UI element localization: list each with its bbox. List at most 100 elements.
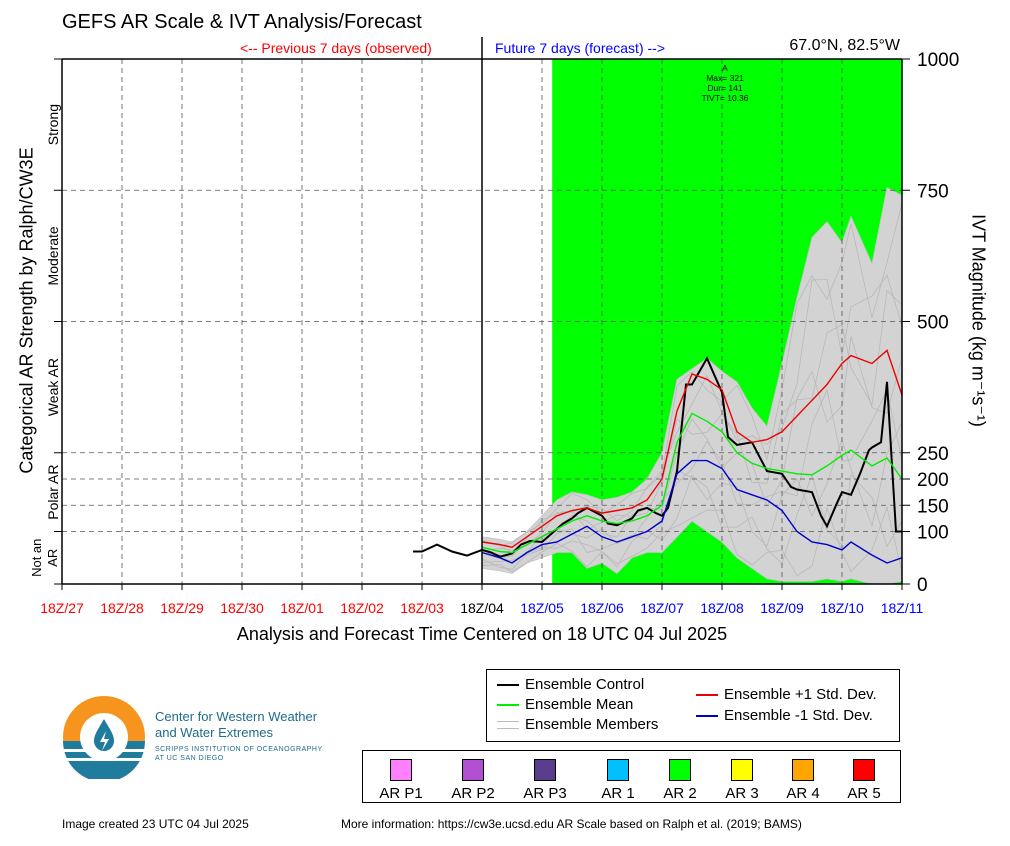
ar-scale-item: AR 2 (650, 759, 710, 802)
ar-swatch (607, 759, 629, 781)
y-tick-label: 0 (917, 575, 928, 596)
x-tick-label: 18Z/02 (340, 600, 384, 616)
legend-mean: Ensemble Mean (497, 696, 633, 713)
ar-annotation-line: A (722, 63, 728, 73)
ar-label: AR P2 (451, 785, 495, 802)
x-tick-label: 18Z/07 (640, 600, 684, 616)
y-tick-label: 750 (917, 181, 949, 202)
ar-scale-item: AR P2 (443, 759, 503, 802)
x-tick-label: 18Z/09 (760, 600, 804, 616)
ar-label: AR 5 (847, 785, 881, 802)
ar-swatch (731, 759, 753, 781)
org-name-line-2: and Water Extremes (155, 725, 274, 740)
y-tick-label: 1000 (917, 50, 959, 71)
ar-swatch (669, 759, 691, 781)
series-ensemble-mean (481, 412, 903, 554)
ar-annotation-line: Max= 321 (706, 73, 744, 83)
series-legend: Ensemble Control Ensemble Mean Ensemble … (486, 669, 900, 742)
ar-scale-item: AR P3 (515, 759, 575, 802)
x-tick-label: 18Z/27 (40, 600, 84, 616)
ar-scale-item: AR 5 (834, 759, 894, 802)
ar-annotation-line: TIVT= 10.36 (701, 93, 748, 103)
grid-layer (62, 59, 902, 584)
ar-swatch (853, 759, 875, 781)
cw3e-logo (63, 696, 145, 779)
member-line (481, 473, 903, 570)
legend-plus-std-label: Ensemble +1 Std. Dev. (724, 686, 877, 703)
x-tick-label: 18Z/11 (881, 600, 924, 616)
legend-control-label: Ensemble Control (525, 676, 645, 693)
category-label: Weak AR (45, 358, 61, 416)
ar-scale-legend: AR P1 AR P2 AR P3 AR 1 AR 2 AR 3 AR 4 AR… (362, 750, 901, 803)
ar-label: AR 3 (725, 785, 759, 802)
ivt-chart: 18Z/27 18Z/28 18Z/29 18Z/30 18Z/01 18Z/02 18Z/… (29, 37, 959, 616)
y-axis-left-title: Categorical AR Strength by Ralph/CW3E (16, 147, 37, 474)
legend-members: Ensemble Members (497, 716, 658, 733)
ar-swatch (462, 759, 484, 781)
member-line (481, 506, 903, 577)
ar-swatch (534, 759, 556, 781)
x-tick-label: 18Z/28 (100, 600, 144, 616)
series-ensemble-1-std-dev (481, 349, 903, 549)
member-line (481, 422, 903, 563)
y-tick-label: 250 (917, 444, 949, 465)
future-days-label: Future 7 days (forecast) --> (495, 40, 666, 56)
ar-scale-item: AR 3 (712, 759, 772, 802)
legend-minus-std: Ensemble -1 Std. Dev. (696, 707, 873, 724)
member-line (481, 520, 903, 585)
series-ensemble-1-std-dev (481, 459, 903, 564)
axes-layer: 18Z/27 18Z/28 18Z/29 18Z/30 18Z/01 18Z/02 18Z/… (29, 37, 959, 616)
category-label: Moderate (45, 226, 61, 285)
category-label: AR (45, 549, 60, 567)
ar-scale-item: AR 1 (588, 759, 648, 802)
legend-plus-std-swatch (696, 693, 718, 696)
ar-label: AR P3 (523, 785, 567, 802)
y-axis-right-title: IVT Magnitude (kg m⁻¹s⁻¹) (968, 214, 989, 427)
x-axis-title: Analysis and Forecast Time Centered on 1… (236, 624, 728, 644)
chart-title: GEFS AR Scale & IVT Analysis/Forecast (62, 11, 422, 33)
category-label: Not an (29, 539, 44, 577)
legend-control-swatch (497, 683, 519, 686)
org-name: Center for Western Weather and Water Ext… (155, 709, 317, 741)
legend-mean-swatch (497, 703, 519, 706)
member-line (481, 274, 903, 554)
x-tick-label: 18Z/05 (520, 600, 564, 616)
category-label: Polar AR (45, 465, 61, 520)
legend-control: Ensemble Control (497, 676, 644, 693)
org-subtitle-line-1: SCRIPPS INSTITUTION OF OCEANOGRAPHY (155, 746, 323, 753)
org-subtitle-line-2: AT UC SAN DIEGO (155, 755, 224, 762)
legend-mean-label: Ensemble Mean (525, 696, 634, 713)
y-tick-label: 100 (917, 523, 949, 544)
ar-label: AR 1 (601, 785, 635, 802)
members-band-layer (482, 187, 902, 584)
ar-label: AR 2 (663, 785, 697, 802)
lightning-icon (100, 731, 109, 751)
y-tick-label: 150 (917, 496, 949, 517)
x-tick-label: 18Z/08 (700, 600, 744, 616)
series-layer (413, 349, 903, 564)
members-envelope (482, 187, 902, 584)
category-label: Strong (45, 104, 61, 145)
legend-members-label: Ensemble Members (525, 716, 659, 733)
x-tick-label: 18Z/06 (580, 600, 624, 616)
org-name-line-1: Center for Western Weather (155, 709, 318, 724)
ar-swatch (390, 759, 412, 781)
ar-annotation-line: Dur= 141 (707, 83, 742, 93)
ar-label: AR P1 (379, 785, 423, 802)
image-created-label: Image created 23 UTC 04 Jul 2025 (62, 817, 249, 831)
x-tick-label: 18Z/01 (280, 600, 324, 616)
legend-minus-std-swatch (696, 714, 718, 717)
member-line (481, 203, 903, 547)
more-info-label: More information: https://cw3e.ucsd.edu … (341, 817, 802, 831)
ar-scale-item: AR P1 (371, 759, 431, 802)
x-tick-label: 18Z/30 (220, 600, 264, 616)
x-tick-label: 18Z/04 (460, 600, 504, 616)
ar-label: AR 4 (786, 785, 820, 802)
ar-swatch (792, 759, 814, 781)
x-tick-label: 18Z/29 (160, 600, 204, 616)
previous-days-label: <-- Previous 7 days (observed) (240, 40, 432, 56)
legend-minus-std-label: Ensemble -1 Std. Dev. (724, 707, 873, 724)
legend-members-swatch (497, 720, 519, 729)
legend-plus-std: Ensemble +1 Std. Dev. (696, 686, 877, 703)
